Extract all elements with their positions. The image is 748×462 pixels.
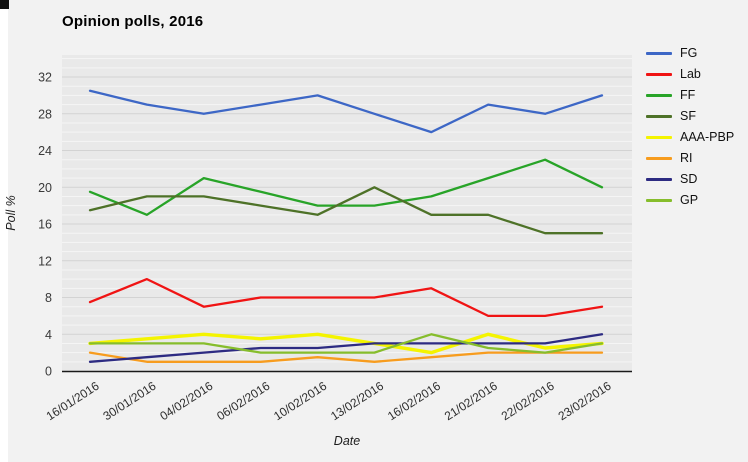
legend-item-RI: RI [646,151,734,165]
x-tick-label: 13/02/2016 [328,379,386,424]
legend-swatch-RI [646,156,672,160]
x-tick-label: 23/02/2016 [556,379,614,424]
y-axis-title: Poll % [4,195,18,231]
x-tick-label: 30/01/2016 [101,379,159,424]
x-axis-title: Date [333,434,361,448]
y-tick-label: 20 [38,181,52,195]
legend-label: RI [680,151,693,165]
legend-label: SF [680,109,696,123]
legend: FG Lab FF SF AAA-PBP RI SD GP [646,46,734,207]
legend-item-FG: FG [646,46,734,60]
y-tick-label: 0 [45,365,52,379]
series-line-AAA-PBP [88,332,604,355]
y-tick-label: 12 [38,254,52,268]
legend-label: FF [680,88,696,102]
legend-label: GP [680,193,699,207]
legend-swatch-SF [646,114,672,118]
series-line-SD [88,333,604,363]
y-tick-label: 4 [45,328,52,342]
legend-swatch-AAA-PBP [646,135,672,139]
x-tick-label: 06/02/2016 [214,379,272,424]
x-tick-label: 22/02/2016 [499,379,557,424]
x-tick-label: 21/02/2016 [442,379,500,424]
legend-item-SD: SD [646,172,734,186]
x-tick-label: 16/01/2016 [44,379,102,424]
legend-item-FF: FF [646,88,734,102]
series-line-SF [88,186,604,235]
chart-title: Opinion polls, 2016 [62,13,204,30]
legend-item-AAA-PBP: AAA-PBP [646,130,734,144]
y-tick-label: 24 [38,144,52,158]
series-line-FG [88,89,604,134]
legend-item-GP: GP [646,193,734,207]
legend-label: Lab [680,67,701,81]
series-line-RI [88,351,604,363]
series-line-GP [88,333,604,354]
plot-background [62,55,632,371]
legend-swatch-SD [646,177,672,181]
legend-label: FG [680,46,698,60]
legend-swatch-GP [646,198,672,202]
y-tick-label: 28 [38,107,52,121]
legend-swatch-FF [646,93,672,97]
screen-edge-strip [0,0,8,462]
legend-swatch-Lab [646,72,672,76]
legend-item-SF: SF [646,109,734,123]
y-tick-label: 32 [38,71,52,85]
corner-mark [0,0,9,9]
legend-label: SD [680,172,698,186]
series-line-Lab [88,277,604,318]
legend-swatch-FG [646,51,672,55]
y-tick-label: 8 [45,291,52,305]
legend-label: AAA-PBP [680,130,735,144]
legend-item-Lab: Lab [646,67,734,81]
x-tick-label: 10/02/2016 [271,379,329,424]
y-tick-label: 16 [38,218,52,232]
x-tick-label: 16/02/2016 [385,379,443,424]
x-tick-label: 04/02/2016 [157,379,215,424]
